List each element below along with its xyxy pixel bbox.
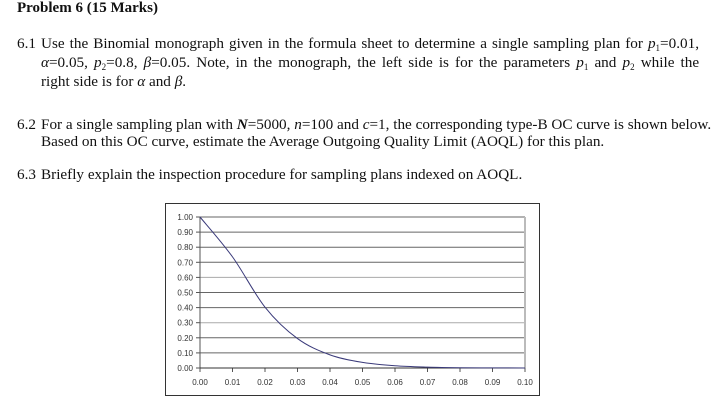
x-tick-label: 0.09 xyxy=(485,378,501,387)
text: =0.05. Note, in the monograph, the left … xyxy=(151,54,571,71)
c-symbol: c xyxy=(362,116,370,133)
x-tick-label: 0.00 xyxy=(192,378,208,387)
question-number: 6.3 xyxy=(17,166,36,183)
p2-symbol: p xyxy=(94,54,102,71)
text: =5000, xyxy=(247,116,295,133)
p2-symbol: p xyxy=(622,54,631,71)
text: right side is for xyxy=(41,73,134,90)
question-number: 6.2 xyxy=(17,116,36,133)
y-tick-label: 0.00 xyxy=(177,364,193,373)
p2-value: =0.8, xyxy=(106,54,138,71)
question-6-3-line-1: Briefly explain the inspection procedure… xyxy=(41,166,523,183)
y-axis-ticks: 1.00 0.90 0.80 0.70 0.60 0.50 0.40 0.30 0.20 0.10… xyxy=(177,213,200,373)
oc-curve-line xyxy=(199,216,526,369)
text: and xyxy=(148,73,171,90)
y-tick-label: 0.60 xyxy=(177,273,193,282)
question-6-1-line-1: Use the Binomial monograph given in the … xyxy=(41,34,699,58)
n-symbol: n xyxy=(294,116,302,133)
p1-expression: p1=0.01, xyxy=(647,35,699,53)
y-tick-label: 0.50 xyxy=(177,289,193,298)
y-tick-label: 1.00 xyxy=(177,213,193,222)
p1-subscript: 1 xyxy=(655,43,661,53)
p1-symbol: p xyxy=(647,35,656,52)
x-tick-label: 0.02 xyxy=(257,378,273,387)
question-6-1-line-3: right side is for α and β. xyxy=(41,73,187,90)
text: and xyxy=(594,54,617,71)
question-number: 6.1 xyxy=(17,35,36,52)
text: Use the Binomial monograph given in the … xyxy=(41,35,643,52)
question-6-2-line-1: For a single sampling plan with N=5000, … xyxy=(41,115,711,134)
beta-symbol: β xyxy=(174,73,183,90)
N-symbol: N xyxy=(236,116,248,133)
y-tick-label: 0.10 xyxy=(177,349,193,358)
alpha-value: =0.05, xyxy=(48,54,88,71)
question-6-2: 6.2 For a single sampling plan with N=50… xyxy=(17,115,711,155)
alpha-symbol: α xyxy=(137,73,146,90)
y-tick-label: 0.20 xyxy=(177,334,193,343)
oc-curve-chart: 1.00 0.90 0.80 0.70 0.60 0.50 0.40 0.30 0.20 0.10… xyxy=(165,203,540,396)
question-6-2-line-2: Based on this OC curve, estimate the Ave… xyxy=(41,133,605,150)
question-6-3: 6.3 Briefly explain the inspection proce… xyxy=(17,165,707,185)
p1-symbol: p xyxy=(576,54,584,71)
question-6-1-line-2: α=0.05, p2=0.8, β=0.05. Note, in the mon… xyxy=(41,53,699,77)
y-tick-label: 0.90 xyxy=(177,228,193,237)
p1-value: =0.01, xyxy=(660,35,699,52)
y-tick-label: 0.70 xyxy=(177,258,193,267)
text: while the xyxy=(640,54,700,71)
x-tick-label: 0.07 xyxy=(420,378,436,387)
question-6-1: 6.1 Use the Binomial monograph given in … xyxy=(17,34,707,94)
x-tick-label: 0.03 xyxy=(290,378,306,387)
text: =1, the corresponding type-B OC curve is… xyxy=(369,116,712,133)
x-tick-label: 0.06 xyxy=(387,378,403,387)
y-tick-label: 0.80 xyxy=(177,243,193,252)
x-tick-label: 0.08 xyxy=(452,378,468,387)
x-tick-label: 0.04 xyxy=(322,378,338,387)
p2-subscript: 2 xyxy=(630,62,635,72)
y-tick-label: 0.40 xyxy=(177,304,193,313)
oc-curve-plot: 1.00 0.90 0.80 0.70 0.60 0.50 0.40 0.30 0.20 0.10… xyxy=(177,213,533,387)
p1-subscript: 1 xyxy=(583,62,589,72)
x-tick-label: 0.01 xyxy=(225,378,241,387)
text: For a single sampling plan with xyxy=(41,116,237,133)
x-axis-ticks: 0.00 0.01 0.02 0.03 0.04 0.05 0.06 0.07 0.08 0.09… xyxy=(192,368,533,387)
beta-symbol: β xyxy=(143,54,152,71)
p2-subscript: 2 xyxy=(101,62,107,72)
y-tick-label: 0.30 xyxy=(177,319,193,328)
text: =100 and xyxy=(301,116,363,133)
gridlines xyxy=(200,216,525,354)
x-tick-label: 0.05 xyxy=(355,378,371,387)
x-tick-label: 0.10 xyxy=(517,378,533,387)
alpha-symbol: α xyxy=(41,54,49,71)
problem-title: Problem 6 (15 Marks) xyxy=(17,0,158,16)
